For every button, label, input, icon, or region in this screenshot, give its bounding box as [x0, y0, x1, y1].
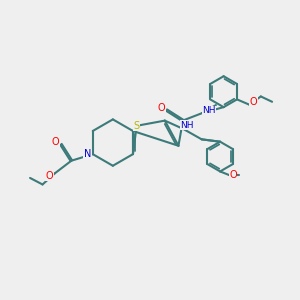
Text: NH: NH	[202, 106, 215, 115]
Text: O: O	[158, 103, 165, 113]
Text: O: O	[46, 171, 53, 181]
Text: O: O	[229, 170, 237, 180]
Text: O: O	[250, 98, 257, 107]
Text: NH: NH	[180, 121, 194, 130]
Text: S: S	[134, 121, 140, 131]
Text: N: N	[84, 149, 91, 159]
Text: O: O	[52, 137, 59, 147]
